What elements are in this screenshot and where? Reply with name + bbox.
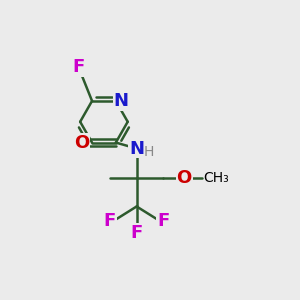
- Text: CH₃: CH₃: [203, 171, 229, 185]
- Text: O: O: [177, 169, 192, 187]
- Text: F: F: [130, 224, 143, 242]
- Text: F: F: [104, 212, 116, 230]
- Text: F: F: [73, 58, 85, 76]
- Text: N: N: [129, 140, 144, 158]
- Text: F: F: [157, 212, 170, 230]
- Text: N: N: [114, 92, 129, 110]
- Text: O: O: [74, 134, 89, 152]
- Text: H: H: [144, 145, 154, 159]
